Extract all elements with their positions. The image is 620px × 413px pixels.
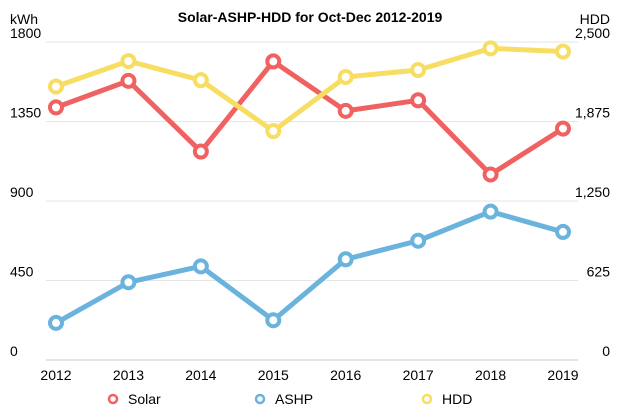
data-point-ashp bbox=[555, 223, 571, 240]
tick-labels: 0 0 450 625 900 1,250 1350 1,875 1800 2,500 2012 20… bbox=[10, 25, 610, 383]
data-point-ashp bbox=[120, 274, 137, 291]
x-tick-label: 2016 bbox=[330, 367, 361, 383]
x-tick-label: 2012 bbox=[40, 367, 71, 383]
x-tick-label: 2013 bbox=[113, 367, 144, 383]
right-tick-label: 625 bbox=[587, 264, 611, 280]
left-axis-unit: kWh bbox=[10, 11, 38, 27]
legend-label-ashp: ASHP bbox=[275, 391, 313, 407]
series-line-hdd bbox=[53, 45, 566, 134]
data-point-solar bbox=[555, 120, 571, 137]
right-tick-label: 0 bbox=[602, 343, 610, 359]
data-point-hdd bbox=[482, 40, 499, 57]
right-tick-label: 2,500 bbox=[575, 25, 610, 41]
data-point-solar bbox=[482, 166, 499, 183]
data-point-ashp bbox=[410, 232, 427, 249]
left-tick-label: 1800 bbox=[10, 25, 41, 41]
legend-marker-solar bbox=[107, 393, 119, 405]
legend: Solar ASHP HDD bbox=[107, 391, 472, 407]
data-point-hdd bbox=[337, 68, 354, 85]
data-point-ashp bbox=[337, 251, 354, 268]
right-axis-unit: HDD bbox=[580, 11, 610, 27]
chart-title: Solar-ASHP-HDD for Oct-Dec 2012-2019 bbox=[178, 9, 443, 25]
data-point-solar bbox=[192, 143, 209, 160]
data-point-solar bbox=[120, 72, 137, 89]
left-tick-label: 1350 bbox=[10, 105, 41, 121]
data-point-ashp bbox=[265, 312, 282, 329]
data-point-ashp bbox=[192, 258, 209, 275]
legend-marker-hdd bbox=[421, 393, 433, 405]
data-point-solar bbox=[410, 92, 427, 109]
right-tick-label: 1,875 bbox=[575, 105, 610, 121]
data-point-hdd bbox=[120, 53, 137, 70]
series-line-ashp bbox=[53, 209, 566, 326]
data-point-ashp bbox=[48, 314, 64, 331]
x-tick-label: 2014 bbox=[185, 367, 216, 383]
left-tick-label: 450 bbox=[10, 264, 34, 280]
series-line-solar bbox=[53, 58, 566, 177]
data-point-hdd bbox=[192, 72, 209, 89]
data-point-hdd bbox=[48, 78, 64, 95]
x-tick-label: 2019 bbox=[547, 367, 578, 383]
data-point-solar bbox=[265, 53, 282, 70]
x-tick-label: 2017 bbox=[403, 367, 434, 383]
right-tick-label: 1,250 bbox=[575, 184, 610, 200]
data-point-solar bbox=[337, 102, 354, 119]
data-point-ashp bbox=[482, 203, 499, 220]
x-tick-label: 2015 bbox=[258, 367, 289, 383]
data-point-hdd bbox=[410, 61, 427, 78]
data-point-hdd bbox=[265, 123, 282, 140]
legend-label-solar: Solar bbox=[128, 391, 161, 407]
data-point-hdd bbox=[555, 43, 571, 60]
legend-marker-ashp bbox=[254, 393, 266, 405]
x-tick-label: 2018 bbox=[475, 367, 506, 383]
legend-label-hdd: HDD bbox=[442, 391, 472, 407]
data-point-solar bbox=[48, 99, 64, 116]
left-tick-label: 0 bbox=[10, 343, 18, 359]
series bbox=[48, 40, 571, 331]
left-tick-label: 900 bbox=[10, 184, 34, 200]
